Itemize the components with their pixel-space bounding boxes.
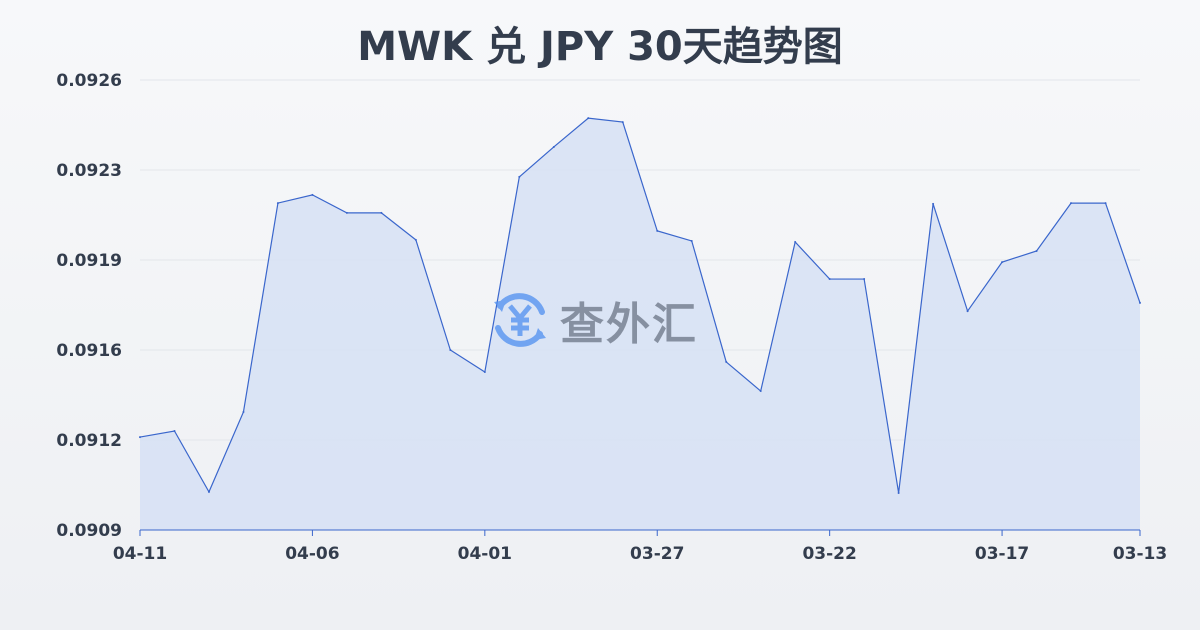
yen-exchange-icon [494, 293, 546, 347]
series-line [139, 117, 1141, 494]
x-tick-label: 04-11 [113, 544, 167, 564]
x-tick-label: 03-17 [975, 544, 1029, 564]
data-point [345, 211, 348, 214]
watermark: 查外汇 [490, 288, 698, 352]
data-point [690, 239, 693, 242]
x-tick-label: 04-01 [458, 544, 512, 564]
y-tick-label: 0.0912 [56, 431, 122, 451]
data-point [1001, 261, 1004, 264]
watermark-text: 查外汇 [560, 299, 698, 350]
data-point [414, 238, 417, 241]
y-tick-label: 0.0909 [56, 521, 122, 541]
x-tick-label: 03-27 [630, 544, 684, 564]
data-point [139, 436, 141, 439]
data-point [1035, 250, 1038, 252]
data-point [1104, 202, 1107, 205]
y-tick-label: 0.0923 [56, 161, 122, 181]
data-point [897, 491, 900, 494]
data-point [932, 202, 935, 205]
y-tick-label: 0.0916 [56, 341, 122, 361]
data-point [656, 229, 659, 232]
data-point [725, 360, 728, 363]
x-tick-label: 04-06 [285, 544, 339, 564]
data-point [242, 410, 245, 413]
data-point [207, 490, 210, 493]
data-point [587, 117, 590, 120]
data-point [311, 193, 314, 196]
data-point [1070, 202, 1073, 205]
data-point [1139, 301, 1141, 304]
data-point [863, 278, 866, 281]
area-fill [140, 118, 1140, 530]
data-point [173, 430, 176, 432]
y-tick-label: 0.0919 [56, 251, 122, 271]
data-point [276, 202, 279, 205]
data-point [552, 145, 555, 148]
data-point [518, 175, 521, 178]
data-point [966, 310, 969, 313]
x-tick-label: 03-13 [1113, 544, 1167, 564]
data-point [759, 390, 762, 393]
data-point [483, 370, 486, 373]
data-point [794, 241, 797, 243]
data-point [828, 278, 831, 281]
data-point [621, 121, 624, 124]
x-tick-label: 03-22 [802, 544, 856, 564]
data-point [380, 211, 383, 214]
data-point [449, 349, 452, 351]
y-tick-label: 0.0926 [56, 71, 122, 91]
chart-title: MWK 兑 JPY 30天趋势图 [357, 24, 843, 70]
